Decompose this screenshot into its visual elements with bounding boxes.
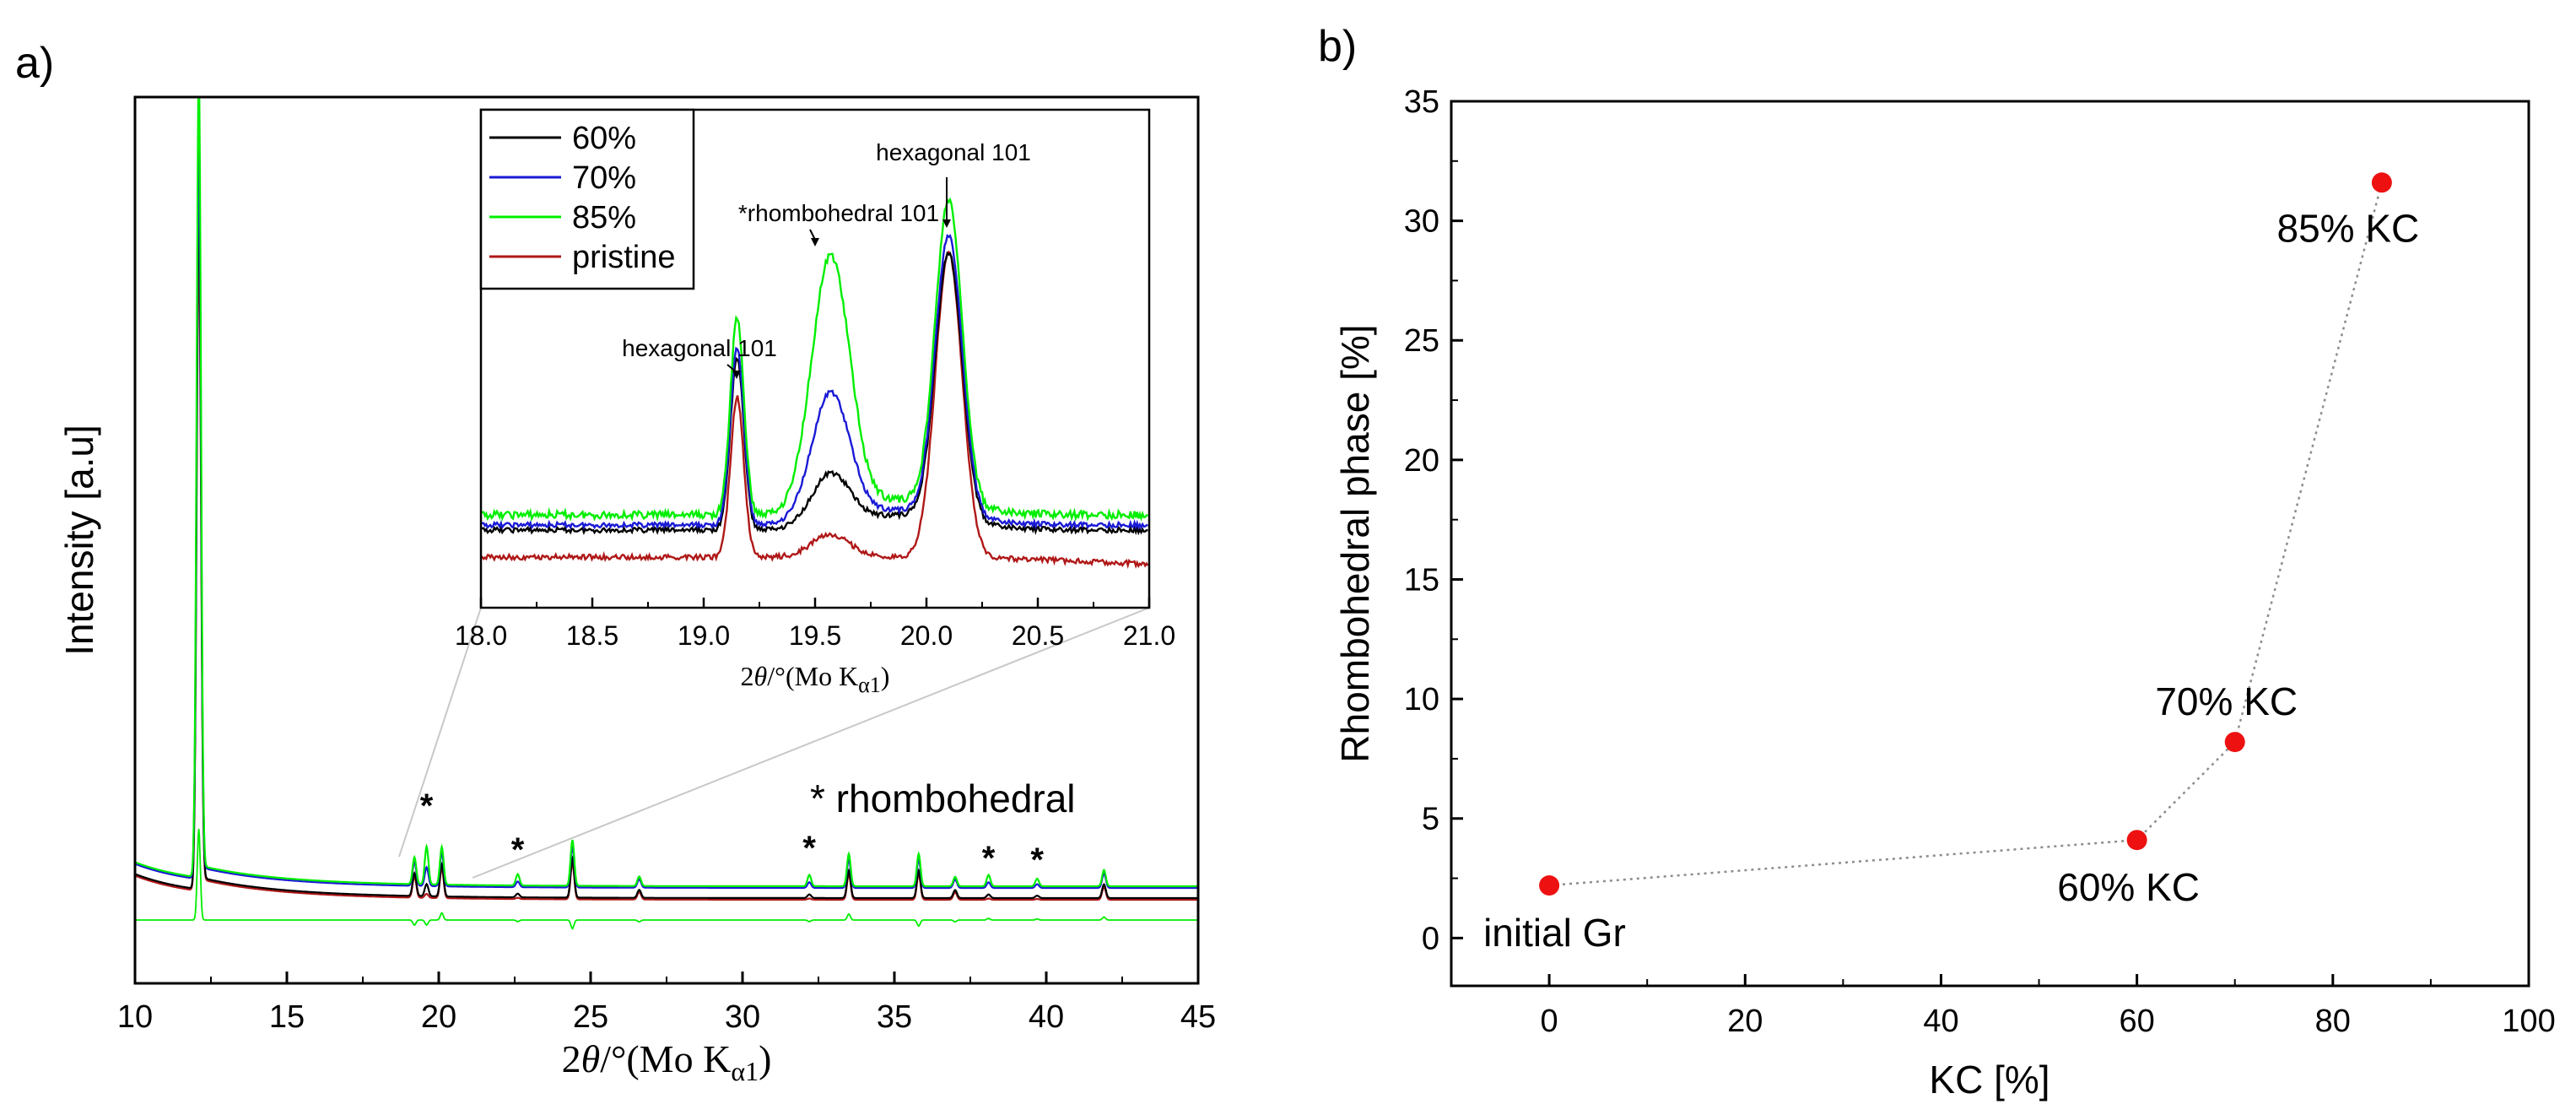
b-x-tick-label: 0 (1541, 1004, 1558, 1039)
b-point-label: 85% KC (2276, 206, 2419, 250)
xrd-main-x-tick-label: 35 (877, 999, 912, 1035)
b-y-tick-label: 15 (1404, 562, 1439, 598)
inset-legend: 60% 70% 85% pristine (479, 108, 695, 290)
inset-annotations: hexagonal 101 *rhombohedral 101 hexagonal … (622, 139, 1031, 379)
xrd-inset-chart: 18.0 18.5 19.0 19.5 20.0 20.5 21.0 hexagonal 1… (455, 108, 1175, 697)
b-y-tick-label: 30 (1404, 204, 1439, 240)
rhombohedral-star: * (1030, 842, 1044, 879)
b-x-tick-label: 100 (2502, 1004, 2555, 1039)
xrd-main-series-70pct (134, 149, 1198, 890)
xrd-main-x-axis-label: 2θ/°(Mo Kα1) (562, 1037, 772, 1086)
inset-x-tick-label: 20.0 (900, 620, 953, 651)
inset-x-ticks: 18.0 18.5 19.0 19.5 20.0 20.5 21.0 (455, 598, 1175, 651)
xrd-main-series-85pct (134, 97, 1198, 888)
b-y-ticks: 0 5 10 15 20 25 30 35 (1404, 84, 1463, 956)
inset-series-pristine (480, 250, 1149, 570)
zoom-guide-left (398, 607, 482, 858)
inset-x-tick-label: 21.0 (1123, 620, 1175, 651)
inset-annotation: hexagonal 101 (876, 139, 1031, 165)
b-data-point (2371, 172, 2392, 193)
b-frame (1450, 100, 2530, 988)
xrd-main-x-tick-label: 45 (1180, 999, 1216, 1035)
b-x-tick-label: 40 (1923, 1004, 1958, 1039)
inset-x-tick-label: 20.5 (1012, 620, 1064, 651)
rhombohedral-star: * (420, 788, 434, 825)
inset-legend-label: 70% (572, 160, 636, 196)
b-point-label: 70% KC (2155, 679, 2298, 723)
xrd-main-x-tick-label: 40 (1029, 999, 1064, 1035)
b-y-tick-label: 5 (1422, 802, 1439, 837)
inset-x-axis-label: 2θ/°(Mo Kα1) (741, 661, 890, 697)
b-data-point (2224, 732, 2245, 753)
inset-legend-label: pristine (572, 240, 676, 275)
panel-label-a: a) (15, 39, 54, 88)
inset-x-tick-label: 19.5 (789, 620, 841, 651)
zoom-guide-right (472, 607, 1150, 879)
b-point-label: initial Gr (1483, 911, 1626, 955)
xrd-main-series-pristine (134, 242, 1198, 901)
b-points (1539, 172, 2392, 896)
b-x-tick-label: 60 (2119, 1004, 2154, 1039)
b-connector-polyline (1549, 181, 2384, 887)
inset-curves (480, 197, 1149, 570)
xrd-main-x-ticks: 10 15 20 25 30 35 40 45 (117, 972, 1216, 1035)
b-y-axis-label: Rhombohedral phase [%] (1333, 324, 1377, 762)
inset-annotation-arrowhead (732, 371, 741, 379)
inset-legend-label: 60% (572, 121, 636, 156)
b-x-tick-label: 80 (2315, 1004, 2351, 1039)
inset-x-tick-label: 18.0 (455, 620, 507, 651)
panel-label-b: b) (1318, 22, 1357, 71)
rhombohedral-markers: * * * * * (420, 788, 1045, 879)
inset-series-70pct (480, 233, 1148, 531)
xrd-main-x-tick-label: 10 (117, 999, 153, 1035)
b-y-tick-label: 10 (1404, 682, 1439, 717)
rhombohedral-star: * (511, 831, 525, 869)
inset-annotation: *rhombohedral 101 (738, 200, 939, 226)
inset-annotation-arrowhead (942, 219, 951, 228)
inset-series-60pct (480, 251, 1148, 536)
rhombohedral-star: * (982, 840, 996, 877)
xrd-main-curves (134, 97, 1198, 930)
b-data-point (2126, 830, 2147, 851)
inset-annotation: hexagonal 101 (622, 335, 777, 361)
b-x-tick-label: 20 (1727, 1004, 1763, 1039)
xrd-main-difference-trace (135, 828, 1198, 930)
xrd-main-x-tick-label: 20 (421, 999, 456, 1035)
b-y-tick-label: 20 (1404, 443, 1439, 479)
xrd-main-x-tick-label: 15 (269, 999, 305, 1035)
b-data-point (1539, 875, 1560, 896)
b-point-label: 60% KC (2057, 865, 2200, 909)
b-x-ticks: 0 20 40 60 80 100 (1541, 974, 2556, 1039)
xrd-main-y-axis-label: Intensity [a.u] (57, 425, 101, 656)
b-connector-line (1549, 181, 2384, 887)
rhombohedral-phase-chart: 0 20 40 60 80 100 0 5 10 15 20 25 30 35 initial Gr 60… (1333, 84, 2556, 1101)
xrd-main-chart: 10 15 20 25 30 35 40 45 * * * * * * rhombohedral 2θ… (57, 95, 1216, 1086)
b-y-tick-label: 35 (1404, 84, 1439, 120)
inset-series-85pct (480, 197, 1148, 522)
b-point-labels: initial Gr 60% KC 70% KC 85% KC (1483, 206, 2419, 955)
xrd-main-x-tick-label: 30 (725, 999, 760, 1035)
rhombohedral-star: * (802, 830, 816, 867)
inset-x-tick-label: 18.5 (566, 620, 618, 651)
xrd-main-series-60pct (134, 200, 1198, 900)
b-y-tick-label: 0 (1422, 921, 1439, 956)
rhombohedral-legend-note: * rhombohedral (810, 777, 1076, 820)
xrd-main-x-tick-label: 25 (573, 999, 608, 1035)
inset-x-tick-label: 19.0 (678, 620, 730, 651)
inset-annotation-arrowhead (811, 238, 819, 246)
b-x-axis-label: KC [%] (1929, 1058, 2049, 1101)
inset-legend-label: 85% (572, 200, 636, 235)
inset-legend-box (479, 108, 695, 290)
b-y-tick-label: 25 (1404, 323, 1439, 359)
